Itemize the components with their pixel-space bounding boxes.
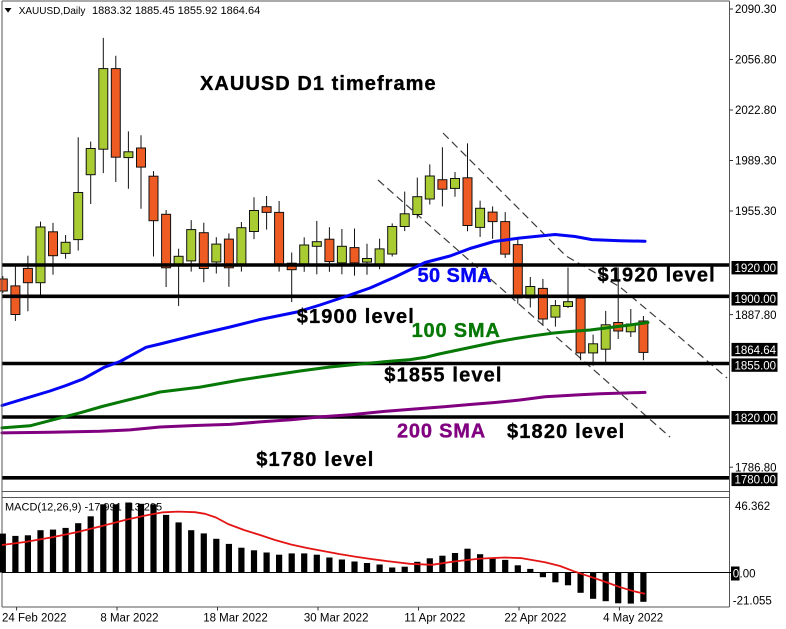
svg-text:$1780 level: $1780 level bbox=[256, 449, 374, 471]
svg-text:$1900 level: $1900 level bbox=[297, 306, 415, 328]
svg-text:1820.00: 1820.00 bbox=[735, 413, 777, 425]
svg-text:2056.80: 2056.80 bbox=[735, 55, 777, 67]
svg-text:-21.055: -21.055 bbox=[733, 595, 772, 607]
svg-text:100 SMA: 100 SMA bbox=[412, 320, 501, 342]
svg-text:MACD(12,26,9) -17.991 -13.205: MACD(12,26,9) -17.991 -13.205 bbox=[5, 502, 162, 514]
svg-text:1780.00: 1780.00 bbox=[735, 475, 777, 487]
svg-text:XAUUSD,Daily: XAUUSD,Daily bbox=[19, 6, 86, 17]
svg-text:1900.00: 1900.00 bbox=[735, 294, 777, 306]
svg-text:30 Mar 2022: 30 Mar 2022 bbox=[304, 613, 369, 625]
svg-text:2022.80: 2022.80 bbox=[735, 105, 777, 117]
svg-text:$1920 level: $1920 level bbox=[598, 265, 716, 287]
svg-text:2090.30: 2090.30 bbox=[735, 4, 777, 16]
svg-text:$1855 level: $1855 level bbox=[384, 364, 502, 386]
svg-text:50 SMA: 50 SMA bbox=[418, 265, 493, 287]
svg-text:24 Feb 2022: 24 Feb 2022 bbox=[2, 613, 67, 625]
svg-text:1883.32 1885.45 1855.92 1864.6: 1883.32 1885.45 1855.92 1864.64 bbox=[92, 5, 260, 17]
svg-text:200 SMA: 200 SMA bbox=[397, 421, 486, 443]
svg-text:8 Mar 2022: 8 Mar 2022 bbox=[100, 613, 158, 625]
svg-text:4 May 2022: 4 May 2022 bbox=[603, 613, 663, 625]
svg-text:1920.00: 1920.00 bbox=[735, 263, 777, 275]
svg-text:22 Apr 2022: 22 Apr 2022 bbox=[504, 613, 566, 625]
svg-text:1887.80: 1887.80 bbox=[735, 310, 777, 322]
svg-text:1955.30: 1955.30 bbox=[735, 206, 777, 218]
svg-text:.00: .00 bbox=[740, 569, 756, 581]
svg-text:1864.64: 1864.64 bbox=[735, 345, 777, 357]
svg-text:11 Apr 2022: 11 Apr 2022 bbox=[404, 613, 465, 625]
svg-text:1855.00: 1855.00 bbox=[735, 360, 777, 372]
svg-text:$1820 level: $1820 level bbox=[507, 421, 625, 443]
svg-text:0: 0 bbox=[733, 569, 739, 581]
svg-text:1989.30: 1989.30 bbox=[735, 156, 777, 168]
svg-text:46.362: 46.362 bbox=[735, 501, 770, 513]
svg-text:XAUUSD D1 timeframe: XAUUSD D1 timeframe bbox=[200, 73, 437, 95]
svg-text:18 Mar 2022: 18 Mar 2022 bbox=[203, 613, 268, 625]
svg-text:1786.80: 1786.80 bbox=[735, 462, 777, 474]
